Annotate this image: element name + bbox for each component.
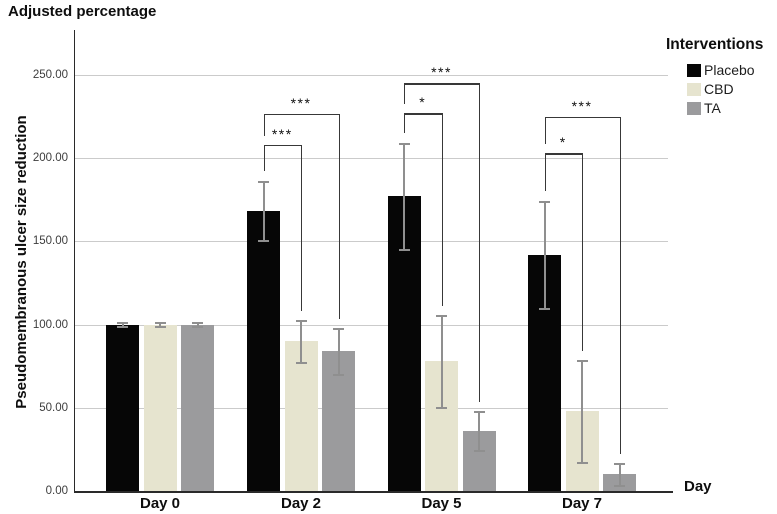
x-category-label: Day 0 [139, 495, 181, 512]
legend-swatch-placebo [687, 64, 701, 77]
legend-item-cbd: CBD [687, 82, 776, 97]
legend-label: Placebo [704, 62, 755, 78]
legend-item-ta: TA [687, 101, 776, 116]
sig-label: * [419, 94, 427, 111]
sig-bracket-left [263, 144, 265, 172]
error-bar-cap-bottom [192, 326, 203, 329]
legend-title: Interventions [666, 36, 764, 53]
sig-bracket-right [619, 116, 621, 454]
bar-placebo-0 [106, 324, 139, 491]
error-bar-line [478, 411, 480, 452]
bar-ta-0 [181, 324, 214, 491]
error-bar-line [581, 359, 583, 463]
sig-bracket-bar [404, 113, 443, 115]
error-bar-cap-bottom [539, 307, 550, 310]
y-tick-label: 100.00 [32, 319, 68, 331]
sig-bracket-left [544, 153, 546, 191]
error-bar-cap-bottom [154, 326, 166, 329]
y-tick-label: 50.00 [39, 402, 68, 414]
sig-bracket-right [582, 153, 584, 351]
x-category-label: Day 5 [421, 495, 462, 512]
gridline-250 [75, 75, 668, 76]
error-bar-line [262, 181, 265, 242]
legend-swatch-ta [687, 102, 701, 115]
sig-label: *** [571, 97, 593, 114]
x-category-label: Day 7 [561, 495, 603, 512]
error-bar-line [300, 319, 302, 363]
sig-label: *** [271, 125, 293, 142]
legend-item-placebo: Placebo [687, 63, 776, 78]
error-bar-line [196, 322, 199, 328]
y-tick-label: 250.00 [32, 69, 68, 81]
sig-label: *** [431, 64, 452, 81]
legend-items: Placebo CBD TA [666, 63, 776, 116]
error-bar-cap-bottom [258, 240, 269, 243]
bar-cbd-0 [143, 324, 177, 491]
gridline-200 [75, 158, 668, 159]
sig-bracket-left [544, 116, 546, 145]
error-bar-cap-top [258, 181, 269, 184]
legend-swatch-cbd [687, 83, 701, 96]
error-bar-cap-top [154, 322, 166, 325]
error-bar-line [159, 322, 161, 328]
gridline-150 [75, 241, 668, 242]
sig-bracket-left [404, 83, 406, 105]
bar-placebo-1 [247, 211, 280, 491]
error-bar-cap-top [614, 462, 625, 465]
sig-bracket-right [301, 144, 303, 311]
error-bar-cap-bottom [614, 485, 625, 487]
error-bar-cap-bottom [117, 326, 128, 329]
error-bar-cap-top [539, 200, 550, 203]
error-bar-cap-bottom [436, 406, 447, 409]
error-bar-line [121, 322, 124, 328]
error-bar-line [440, 314, 443, 408]
error-bar-line [618, 462, 621, 486]
error-bar-cap-bottom [473, 450, 485, 453]
sig-bracket-bar [404, 83, 481, 85]
error-bar-cap-bottom [295, 361, 307, 364]
error-bar-cap-top [117, 322, 128, 325]
error-bar-cap-top [192, 322, 203, 325]
sig-bracket-right [441, 113, 443, 306]
sig-label: *** [290, 95, 312, 112]
gridline-100 [75, 325, 668, 326]
error-bar-line [337, 327, 340, 375]
x-axis-line [73, 491, 673, 493]
chart-title: Adjusted percentage [8, 3, 157, 20]
sig-bracket-bar [263, 144, 303, 147]
legend-label: TA [704, 100, 721, 116]
x-category-label: Day 2 [280, 495, 322, 512]
sig-bracket-bar [544, 153, 584, 155]
error-bar-cap-top [333, 327, 344, 330]
sig-bracket-left [263, 114, 265, 136]
sig-label: * [559, 134, 567, 151]
error-bar-cap-bottom [333, 373, 344, 376]
sig-bracket-right [338, 114, 340, 319]
error-bar-cap-bottom [576, 461, 588, 464]
error-bar-cap-top [436, 314, 447, 317]
gridline-50 [75, 408, 668, 409]
y-tick-label: 150.00 [32, 235, 68, 247]
y-tick-label: 200.00 [32, 152, 68, 164]
error-bar-cap-top [473, 411, 485, 414]
error-bar-line [543, 200, 546, 309]
error-bar-cap-top [398, 143, 410, 146]
error-bar-cap-bottom [398, 248, 410, 251]
y-tick-label: 0.00 [45, 485, 68, 497]
sig-bracket-bar [263, 114, 340, 116]
bar-cbd-1 [284, 341, 318, 491]
legend-label: CBD [704, 81, 734, 97]
legend: Interventions Placebo CBD TA [666, 36, 776, 120]
error-bar-line [403, 143, 405, 250]
error-bar-cap-top [576, 359, 588, 362]
sig-bracket-left [404, 113, 406, 134]
sig-bracket-bar [544, 116, 621, 118]
x-axis-title: Day [684, 478, 712, 495]
y-axis-line [73, 30, 76, 493]
error-bar-cap-top [295, 319, 307, 322]
sig-bracket-right [479, 83, 481, 403]
